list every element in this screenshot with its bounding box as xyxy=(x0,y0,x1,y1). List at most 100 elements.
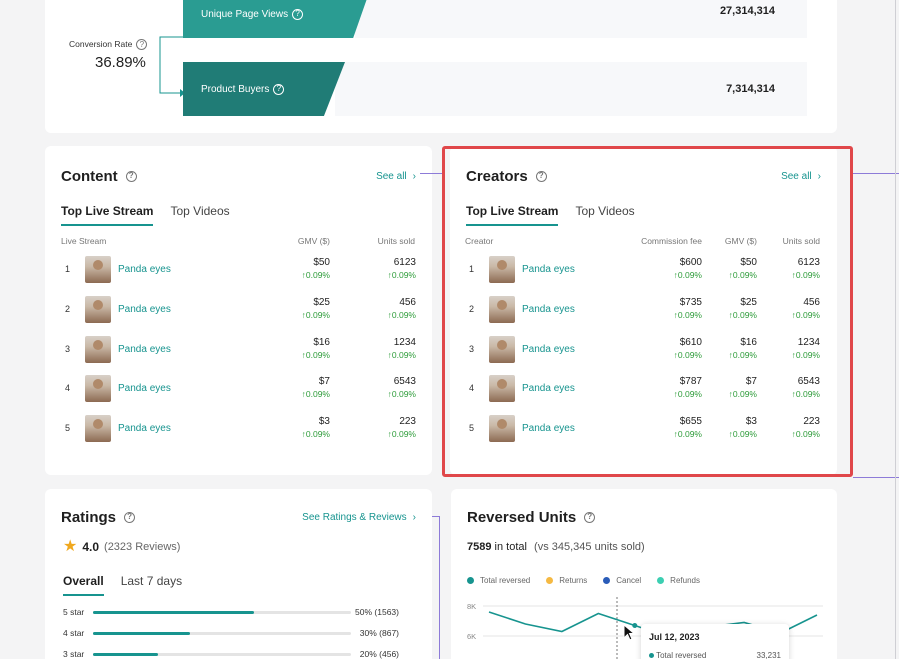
gmv-cell: $16 ↑0.09% xyxy=(729,337,757,360)
table-row[interactable]: 5 Panda eyes $3 ↑0.09% 223 ↑0.09% xyxy=(61,414,416,444)
legend-item[interactable]: Refunds xyxy=(657,576,700,585)
chevron-right-icon: › xyxy=(412,170,416,182)
funnel-stage1-bar: Unique Page Views? xyxy=(183,0,370,38)
arrow-up-icon: ↑ xyxy=(387,309,392,320)
row-name-link[interactable]: Panda eyes xyxy=(522,423,575,435)
legend-dot xyxy=(603,577,611,584)
help-icon[interactable]: ? xyxy=(136,39,148,51)
row-name-link[interactable]: Panda eyes xyxy=(118,383,171,395)
avatar xyxy=(85,335,111,363)
tab-top-live-stream[interactable]: Top Live Stream xyxy=(466,204,559,226)
help-icon[interactable]: ? xyxy=(584,511,596,523)
row-name-link[interactable]: Panda eyes xyxy=(522,343,575,355)
help-icon[interactable]: ? xyxy=(292,8,304,20)
rating-percent: 30% (867) xyxy=(359,628,399,638)
row-name-link[interactable]: Panda eyes xyxy=(118,423,171,435)
help-icon[interactable]: ? xyxy=(124,511,136,523)
panel-divider xyxy=(895,0,896,659)
chevron-right-icon: › xyxy=(817,170,821,182)
table-row[interactable]: 5 Panda eyes $655 ↑0.09% $3 ↑0.09% 223 ↑0.09% xyxy=(465,414,820,444)
data-point[interactable] xyxy=(632,623,638,628)
row-rank: 2 xyxy=(65,303,71,314)
gmv-cell: $3 ↑0.09% xyxy=(302,416,330,439)
rating-summary: ★ 4.0 (2323 Reviews) xyxy=(63,539,180,555)
units-cell: 6123 ↑0.09% xyxy=(792,257,820,280)
table-row[interactable]: 4 Panda eyes $7 ↑0.09% 6543 ↑0.09% xyxy=(61,374,416,404)
tab-top-videos[interactable]: Top Videos xyxy=(170,204,230,218)
gmv-delta: ↑0.09% xyxy=(301,309,330,320)
tooltip-date: Jul 12, 2023 xyxy=(649,632,700,642)
content-see-all-link[interactable]: See all › xyxy=(376,170,416,182)
annotation-line xyxy=(853,477,899,478)
row-rank: 3 xyxy=(65,343,71,354)
fee-cell: $655 ↑0.09% xyxy=(674,416,702,439)
units-cell: 1234 ↑0.09% xyxy=(792,337,820,360)
gmv-delta: ↑0.09% xyxy=(728,429,757,440)
row-name-link[interactable]: Panda eyes xyxy=(118,264,171,275)
table-row[interactable]: 2 Panda eyes $25 ↑0.09% 456 ↑0.09% xyxy=(61,295,416,325)
arrow-up-icon: ↑ xyxy=(301,389,306,400)
fee-delta: ↑0.09% xyxy=(673,270,702,280)
star-label: 5 star xyxy=(63,607,85,617)
rating-bar-track xyxy=(93,611,351,614)
y-tick-label: 8K xyxy=(467,602,476,611)
gmv-value: $3 xyxy=(745,416,757,428)
gmv-value: $7 xyxy=(318,376,330,388)
row-name-link[interactable]: Panda eyes xyxy=(522,303,575,315)
row-name-link[interactable]: Panda eyes xyxy=(522,264,575,275)
gmv-cell: $25 ↑0.09% xyxy=(302,297,330,320)
gmv-value: $7 xyxy=(745,376,757,388)
fee-value: $655 xyxy=(679,416,702,428)
help-icon[interactable]: ? xyxy=(125,170,137,182)
units-value: 6123 xyxy=(393,257,416,268)
see-ratings-link[interactable]: See Ratings & Reviews › xyxy=(302,511,416,523)
units-delta: ↑0.09% xyxy=(791,429,820,440)
help-icon[interactable]: ? xyxy=(273,83,285,95)
arrow-up-icon: ↑ xyxy=(301,349,306,360)
table-row[interactable]: 4 Panda eyes $787 ↑0.09% $7 ↑0.09% 6543 ↑0.09% xyxy=(465,374,820,404)
rating-review-count: (2323 Reviews) xyxy=(104,541,181,553)
tab-overall[interactable]: Overall xyxy=(63,574,104,596)
avatar xyxy=(489,295,515,323)
gmv-delta: ↑0.09% xyxy=(728,270,757,280)
fee-delta: ↑0.09% xyxy=(673,389,702,400)
avatar xyxy=(85,375,111,403)
table-row[interactable]: 3 Panda eyes $16 ↑0.09% 1234 ↑0.09% xyxy=(61,335,416,365)
gmv-value: $50 xyxy=(740,257,757,268)
creators-card: Creators? See all › Top Live Stream Top V… xyxy=(450,146,837,475)
table-row[interactable]: 3 Panda eyes $610 ↑0.09% $16 ↑0.09% 1234 ↑0.09% xyxy=(465,335,820,365)
units-cell: 223 ↑0.09% xyxy=(388,416,416,439)
rating-distribution-row: 3 star 20% (456) xyxy=(63,649,399,659)
tab-top-videos[interactable]: Top Videos xyxy=(575,204,635,218)
legend-item[interactable]: Total reversed xyxy=(467,576,530,585)
row-name-link[interactable]: Panda eyes xyxy=(522,383,575,395)
arrow-up-icon: ↑ xyxy=(728,270,733,280)
legend-dot xyxy=(467,577,474,584)
reversed-units-card: Reversed Units? 7589 in total (vs 345,34… xyxy=(451,489,837,659)
table-row[interactable]: 1 Panda eyes $600 ↑0.09% $50 ↑0.09% 6123 ↑0.09% xyxy=(465,255,820,285)
creators-see-all-link[interactable]: See all › xyxy=(781,170,821,182)
row-name-link[interactable]: Panda eyes xyxy=(118,303,171,315)
funnel-stage2-bar: Product Buyers? xyxy=(183,62,345,116)
tab-last-7-days[interactable]: Last 7 days xyxy=(120,574,183,588)
units-delta: ↑0.09% xyxy=(791,389,820,400)
avatar xyxy=(85,256,111,283)
funnel-connector xyxy=(159,36,185,97)
tab-top-live-stream[interactable]: Top Live Stream xyxy=(61,204,154,226)
arrow-up-icon: ↑ xyxy=(673,389,678,400)
arrow-up-icon: ↑ xyxy=(301,270,306,280)
table-row[interactable]: 2 Panda eyes $735 ↑0.09% $25 ↑0.09% 456 ↑0.09% xyxy=(465,295,820,325)
arrow-up-icon: ↑ xyxy=(673,349,678,360)
column-header-gmv: GMV ($) xyxy=(297,236,330,246)
gmv-delta: ↑0.09% xyxy=(301,429,330,440)
units-delta: ↑0.09% xyxy=(387,349,416,360)
row-name-link[interactable]: Panda eyes xyxy=(118,343,171,355)
units-value: 6543 xyxy=(393,376,416,388)
table-row[interactable]: 1 Panda eyes $50 ↑0.09% 6123 ↑0.09% xyxy=(61,255,416,285)
help-icon[interactable]: ? xyxy=(535,170,547,182)
legend-item[interactable]: Returns xyxy=(546,576,587,585)
legend-item[interactable]: Cancel xyxy=(603,576,641,585)
row-rank: 1 xyxy=(469,264,475,274)
reversed-total-line: 7589 in total (vs 345,345 units sold) xyxy=(467,541,645,553)
arrow-up-icon: ↑ xyxy=(387,389,392,400)
